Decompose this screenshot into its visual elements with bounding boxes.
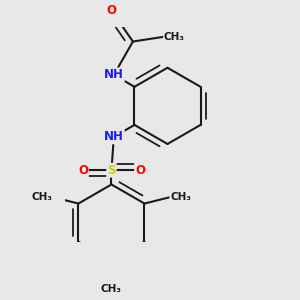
Text: O: O [135,164,145,177]
Text: CH₃: CH₃ [164,32,185,42]
Text: S: S [107,164,116,177]
Text: CH₃: CH₃ [101,284,122,294]
Text: O: O [78,164,88,177]
Text: CH₃: CH₃ [170,192,191,202]
Text: CH₃: CH₃ [32,192,53,202]
Text: NH: NH [104,68,124,81]
Text: NH: NH [104,130,124,143]
Text: O: O [106,4,116,17]
